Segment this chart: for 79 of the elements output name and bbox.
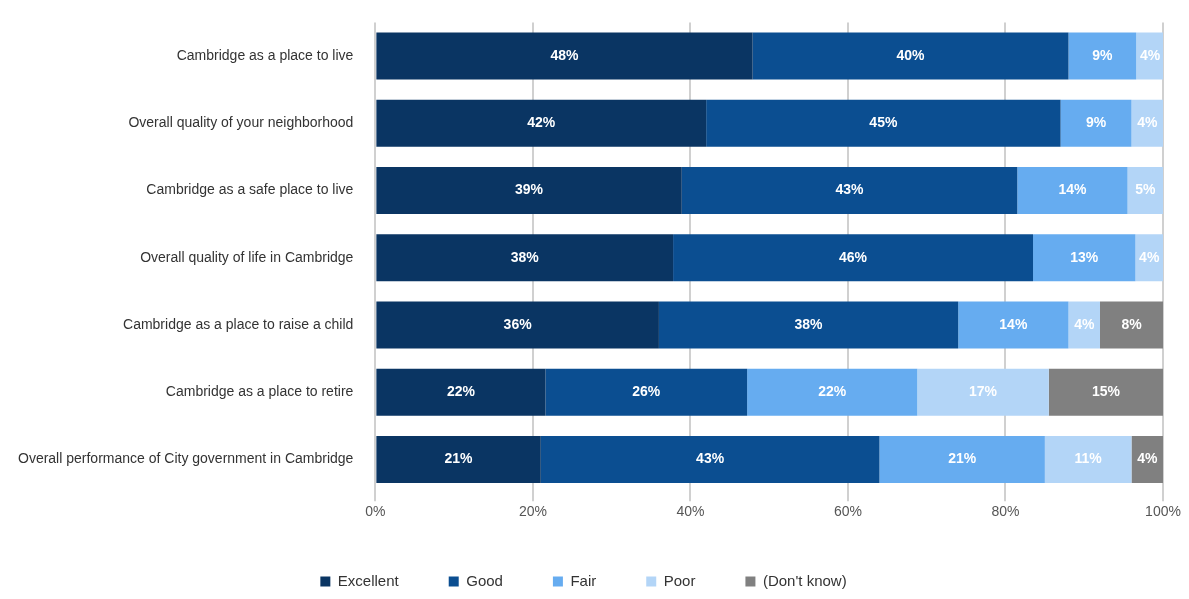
data-label: 38% [794, 315, 824, 332]
y-tick-label: Cambridge as a safe place to live [146, 181, 354, 198]
data-label: 45% [869, 114, 898, 131]
bar [706, 99, 1061, 147]
data-label: 4% [1074, 315, 1095, 332]
data-label: 43% [835, 181, 865, 198]
y-tick-label: Cambridge as a place to retire [165, 383, 354, 400]
data-label: 9% [1092, 46, 1114, 63]
data-label: 13% [1070, 248, 1099, 265]
data-label: 4% [1139, 46, 1161, 63]
data-label: 9% [1085, 114, 1107, 131]
data-label: 42% [527, 114, 556, 131]
x-tick-label: 0% [365, 503, 386, 520]
bar [658, 301, 959, 349]
x-tick-label: 100% [1145, 503, 1181, 520]
bar [1136, 32, 1163, 80]
data-label: 17% [969, 383, 998, 400]
legend-label: (Don't know) [762, 571, 847, 589]
bar [1099, 301, 1163, 349]
data-label: 46% [839, 248, 868, 265]
data-label: 11% [1074, 450, 1103, 467]
bar [673, 234, 1034, 282]
bar [1135, 234, 1163, 282]
legend-label: Excellent [337, 571, 400, 589]
data-label: 14% [999, 315, 1028, 332]
y-tick-label: Cambridge as a place to raise a child [123, 315, 354, 332]
data-label: 5% [1135, 181, 1156, 198]
bar [376, 368, 546, 416]
bar [376, 234, 674, 282]
legend-label: Good [466, 571, 503, 589]
x-tick-label: 20% [518, 503, 547, 520]
bar [917, 368, 1049, 416]
bar [1033, 234, 1136, 282]
data-label: 21% [948, 450, 977, 467]
y-tick-label: Cambridge as a place to live [176, 46, 354, 63]
data-label: 39% [515, 181, 544, 198]
data-label: 4% [1137, 450, 1158, 467]
bar [376, 301, 659, 349]
data-label: 15% [1091, 383, 1121, 400]
data-label: 4% [1137, 114, 1158, 131]
bar [1060, 99, 1132, 147]
bar [879, 436, 1045, 484]
bar [376, 436, 541, 484]
x-tick-label: 60% [833, 503, 862, 520]
bar [376, 167, 682, 215]
data-label: 48% [550, 46, 580, 63]
bar [1044, 436, 1132, 484]
bar [1131, 436, 1163, 484]
bar [540, 436, 880, 484]
data-label: 21% [444, 450, 474, 467]
data-label: 14% [1058, 181, 1087, 198]
bar [376, 99, 707, 147]
y-tick-label: Overall performance of City government in Cambridge [17, 450, 354, 467]
bar [681, 167, 1018, 215]
x-tick-label: 40% [676, 503, 705, 520]
x-tick-label: 80% [991, 503, 1020, 520]
bar [545, 368, 748, 416]
data-label: 40% [896, 46, 926, 63]
bar [1068, 301, 1100, 349]
y-tick-label: Overall quality of life in Cambridge [140, 248, 354, 265]
data-label: 36% [503, 315, 533, 332]
bar [747, 368, 918, 416]
data-label: 43% [696, 450, 725, 467]
bar [1131, 99, 1163, 147]
data-label: 22% [818, 383, 847, 400]
bar [376, 32, 753, 80]
bar [1068, 32, 1137, 80]
legend-label: Fair [570, 571, 597, 589]
legend-label: Poor [663, 571, 696, 589]
bar [1048, 368, 1163, 416]
data-label: 22% [446, 383, 476, 400]
bar [752, 32, 1069, 80]
data-label: 4% [1139, 248, 1160, 265]
bar [958, 301, 1069, 349]
data-label: 38% [510, 248, 540, 265]
data-label: 8% [1121, 315, 1143, 332]
data-label: 26% [632, 383, 661, 400]
y-tick-label: Overall quality of your neighborhood [128, 114, 354, 131]
bar [1017, 167, 1128, 215]
